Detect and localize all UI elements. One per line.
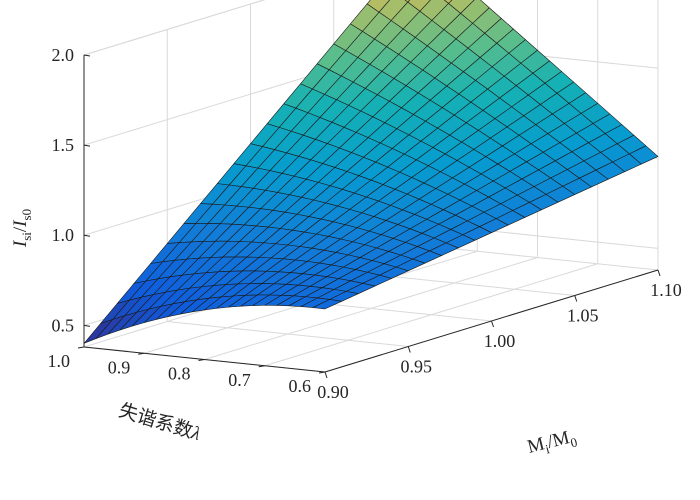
y-tick xyxy=(77,346,85,349)
y-axis-title: 失谐系数λ xyxy=(116,399,203,445)
surface-patch xyxy=(443,0,453,4)
x-axis-title: Mi/M0 xyxy=(525,426,579,461)
y-tick-label: 0.6 xyxy=(289,376,312,396)
y-tick-label: 0.8 xyxy=(168,364,191,384)
x-tick xyxy=(324,371,328,379)
y-tick xyxy=(318,371,326,374)
y-gridline-floor xyxy=(204,257,538,360)
y-tick xyxy=(258,365,265,368)
x-tick-label: 0.95 xyxy=(401,357,433,377)
z-tick xyxy=(83,144,91,147)
z-gridline xyxy=(83,0,266,56)
z-tick-label: 1.5 xyxy=(52,135,75,155)
z-tick xyxy=(83,234,91,237)
z-tick xyxy=(83,54,91,57)
y-tick-label: 1.0 xyxy=(48,351,71,371)
y-tick xyxy=(198,359,205,361)
x-tick-label: 1.10 xyxy=(650,280,682,300)
y-gridline-floor xyxy=(264,263,598,367)
surface-patch xyxy=(312,299,342,310)
x-tick-label: 1.05 xyxy=(567,306,599,326)
z-tick-label: 1.0 xyxy=(52,225,75,245)
x-tick xyxy=(491,320,494,328)
y-tick-label: 0.9 xyxy=(108,357,131,377)
x-tick xyxy=(657,269,661,277)
axis-layer: 0.90 0.95 1.00 1.05 1.10 0.6 0.7 0.8 0.9 1.0 0.5 1.… xyxy=(48,45,682,402)
z-tick-label: 2.0 xyxy=(52,45,75,65)
y-tick xyxy=(138,352,145,355)
z-axis-title: Isi/Is0 xyxy=(10,209,34,248)
x-tick-label: 0.90 xyxy=(317,382,349,402)
y-tick-label: 0.7 xyxy=(228,370,251,390)
x-tick xyxy=(407,346,411,353)
surface-layer xyxy=(83,0,659,344)
z-tick-label: 0.5 xyxy=(52,315,75,335)
z-tick xyxy=(83,324,91,327)
x-tick xyxy=(574,295,578,302)
x-tick-label: 1.00 xyxy=(484,331,516,351)
